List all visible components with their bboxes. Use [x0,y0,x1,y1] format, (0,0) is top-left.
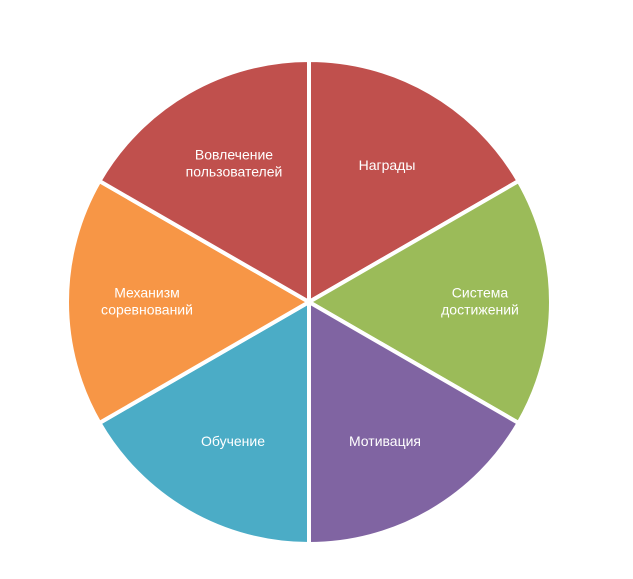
segment-2-label: Система достижений [441,285,519,318]
segment-5-label-line: соревнований [101,302,193,318]
segment-3 [307,298,522,547]
segment-6-label-line: Вовлечение [195,147,273,163]
segment-1-label: Награды [359,157,416,173]
segment-2-label-line: достижений [441,302,519,318]
segment-6-label: Вовлечение пользователей [186,147,283,180]
segment-3-label-line: Мотивация [349,433,421,449]
segment-4-label-line: Обучение [201,433,265,449]
labels-layer: Награды Система достижений Мотивация Обучени… [101,147,519,450]
segment-5-label: Механизм соревнований [101,285,193,318]
segment-4-label: Обучение [201,433,265,449]
segment-2-label-line: Система [452,285,509,301]
segment-1-label-line: Награды [359,157,416,173]
segment-6-label-line: пользователей [186,164,283,180]
segment-1 [307,57,522,306]
segment-5 [64,178,314,426]
segment-2 [304,178,554,426]
segments-layer [64,57,554,547]
segment-4 [96,298,311,547]
segment-6 [96,57,311,306]
segment-5-label-line: Механизм [114,285,180,301]
segment-3-label: Мотивация [349,433,421,449]
